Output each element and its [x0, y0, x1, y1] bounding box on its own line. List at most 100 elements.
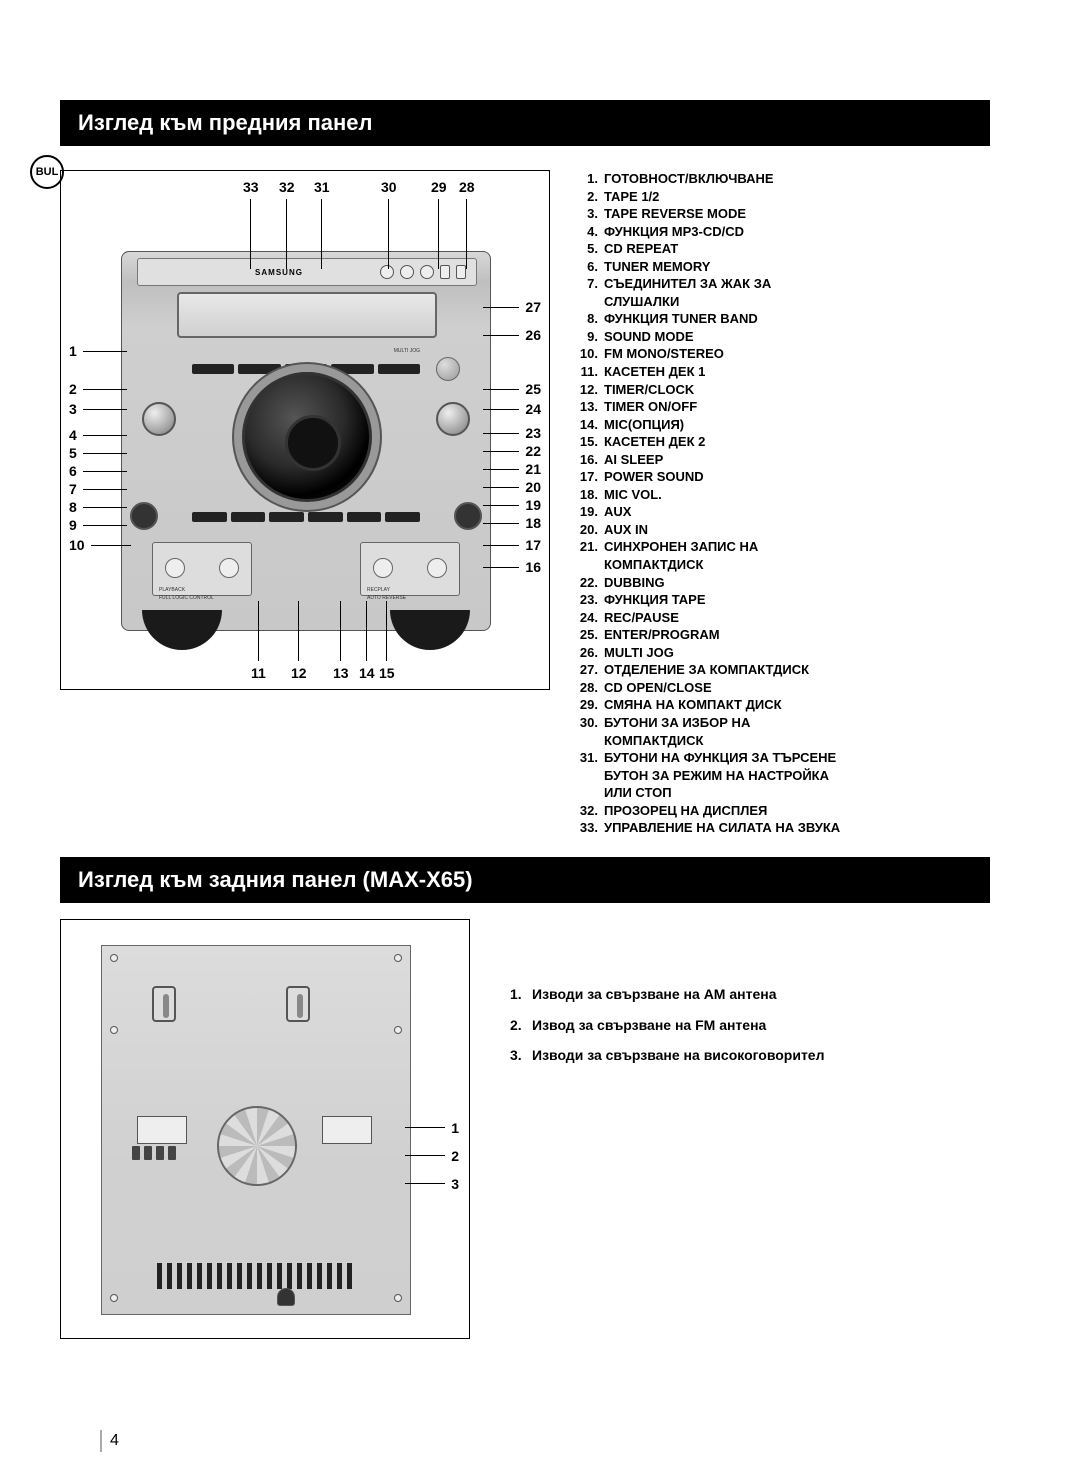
- callout-number: 28: [459, 179, 475, 269]
- front-diagram-frame: SAMSUNG MULTI JOG: [60, 170, 550, 690]
- front-panel-section: SAMSUNG MULTI JOG: [60, 160, 990, 837]
- callout-number: 24: [483, 401, 541, 417]
- callout-number: 16: [483, 559, 541, 575]
- device-foot: [390, 610, 470, 650]
- tape-deck-2: RECPLAY AUTO REVERSE: [360, 542, 460, 596]
- legend-item: 31.БУТОНИ НА ФУНКЦИЯ ЗА ТЪРСЕНЕ: [570, 749, 990, 767]
- callout-number: 32: [279, 179, 295, 269]
- callout-number: 6: [69, 463, 127, 479]
- callout-number: 5: [69, 445, 127, 461]
- callout-number: 26: [483, 327, 541, 343]
- legend-item: 30.БУТОНИ ЗА ИЗБОР НА: [570, 714, 990, 732]
- legend-item: 14.MIC(ОПЦИЯ): [570, 416, 990, 434]
- legend-item: 15.КАСЕТЕН ДЕК 2: [570, 433, 990, 451]
- callout-number: 27: [483, 299, 541, 315]
- front-diagram-column: SAMSUNG MULTI JOG: [60, 160, 550, 837]
- tape1-label1: PLAYBACK: [159, 587, 185, 593]
- screw-icon: [110, 1294, 118, 1302]
- legend-item: 21.СИНХРОНЕН ЗАПИС НА: [570, 538, 990, 556]
- legend-item: ИЛИ СТОП: [570, 784, 990, 802]
- legend-item: 18.MIC VOL.: [570, 486, 990, 504]
- legend-item: 28.CD OPEN/CLOSE: [570, 679, 990, 697]
- tape1-spool-icon: [165, 558, 185, 578]
- legend-item: 27.ОТДЕЛЕНИЕ ЗА КОМПАКТДИСК: [570, 661, 990, 679]
- legend-item: 6.TUNER MEMORY: [570, 258, 990, 276]
- callout-number: 4: [69, 427, 127, 443]
- page-number: 4: [100, 1430, 119, 1452]
- callout-number: 14: [359, 601, 375, 681]
- main-dial: [242, 372, 372, 502]
- callout-number: 3: [69, 401, 127, 417]
- rear-panel-section: 1 2 3 1.Изводи за свързване на AM антена2.…: [60, 919, 990, 1339]
- legend-item: 24.REC/PAUSE: [570, 609, 990, 627]
- power-cord-outlet: [277, 1288, 295, 1306]
- callout-number: 17: [483, 537, 541, 553]
- legend-item: 2.Извод за свързване на FM антена: [510, 1010, 990, 1041]
- screw-icon: [110, 954, 118, 962]
- callout-number: 31: [314, 179, 330, 269]
- legend-item: 19.AUX: [570, 503, 990, 521]
- rear-diagram-frame: 1 2 3: [60, 919, 470, 1339]
- legend-item: 3.TAPE REVERSE MODE: [570, 205, 990, 223]
- tape2-spool-icon: [373, 558, 393, 578]
- am-antenna-terminals: [132, 1146, 176, 1160]
- callout-number: 10: [69, 537, 131, 553]
- legend-item: КОМПАКТДИСК: [570, 732, 990, 750]
- legend-item: 10.FM MONO/STEREO: [570, 345, 990, 363]
- multijog-knob: [436, 357, 460, 381]
- legend-item: 7.СЪЕДИНИТЕЛ ЗА ЖАК ЗА: [570, 275, 990, 293]
- callout-number: 3: [405, 1176, 459, 1192]
- callout-number: 22: [483, 443, 541, 459]
- callout-number: 33: [243, 179, 259, 269]
- rear-legend-list: 1.Изводи за свързване на AM антена2.Изво…: [510, 979, 990, 1071]
- callout-number: 21: [483, 461, 541, 477]
- callout-number: 9: [69, 517, 127, 533]
- tape2-spool-icon: [427, 558, 447, 578]
- fan-vent-icon: [217, 1106, 297, 1186]
- callout-number: 19: [483, 497, 541, 513]
- legend-item: 29.СМЯНА НА КОМПАКТ ДИСК: [570, 696, 990, 714]
- legend-item: 11.КАСЕТЕН ДЕК 1: [570, 363, 990, 381]
- section-title-rear: Изглед към задния панел (MAX-X65): [60, 857, 990, 903]
- legend-item: 17.POWER SOUND: [570, 468, 990, 486]
- callout-number: 12: [291, 601, 307, 681]
- aux-in-jack: [454, 502, 482, 530]
- legend-item: 23.ФУНКЦИЯ TAPE: [570, 591, 990, 609]
- tape-deck-1: PLAYBACK FULL LOGIC CONTROL: [152, 542, 252, 596]
- callout-number: 1: [405, 1120, 459, 1136]
- callout-number: 30: [381, 179, 397, 269]
- legend-item: 12.TIMER/CLOCK: [570, 381, 990, 399]
- legend-item: БУТОН ЗА РЕЖИМ НА НАСТРОЙКА: [570, 767, 990, 785]
- speaker-terminal-block: [322, 1116, 372, 1144]
- screw-icon: [394, 954, 402, 962]
- legend-item: 13.TIMER ON/OFF: [570, 398, 990, 416]
- callout-number: 25: [483, 381, 541, 397]
- headphone-jack: [130, 502, 158, 530]
- rear-panel-body: [101, 945, 411, 1315]
- tape2-label1: RECPLAY: [367, 587, 390, 593]
- callout-number: 11: [251, 601, 266, 681]
- legend-item: 20.AUX IN: [570, 521, 990, 539]
- legend-item: 9.SOUND MODE: [570, 328, 990, 346]
- legend-item: 2.TAPE 1/2: [570, 188, 990, 206]
- antenna-terminal-block: [137, 1116, 187, 1144]
- legend-item: 22.DUBBING: [570, 574, 990, 592]
- legend-item: 3.Изводи за свързване на високоговорител: [510, 1040, 990, 1071]
- section-title-front: Изглед към предния панел: [60, 100, 990, 146]
- callout-number: 29: [431, 179, 447, 269]
- legend-item: 26.MULTI JOG: [570, 644, 990, 662]
- legend-item: 25.ENTER/PROGRAM: [570, 626, 990, 644]
- carry-handle: [152, 986, 176, 1022]
- multijog-label: MULTI JOG: [394, 348, 420, 354]
- legend-item: 33.УПРАВЛЕНИЕ НА СИЛАТА НА ЗВУКА: [570, 819, 990, 837]
- front-legend-list: 1.ГОТОВНОСТ/ВКЛЮЧВАНЕ2.TAPE 1/23.TAPE RE…: [570, 170, 990, 837]
- device-body: SAMSUNG MULTI JOG: [121, 251, 491, 631]
- legend-item: 32.ПРОЗОРЕЦ НА ДИСПЛЕЯ: [570, 802, 990, 820]
- callout-number: 2: [405, 1148, 459, 1164]
- legend-item: СЛУШАЛКИ: [570, 293, 990, 311]
- language-badge: BUL: [30, 155, 64, 189]
- ventilation-grille: [157, 1263, 357, 1289]
- volume-knob: [142, 402, 176, 436]
- callout-number: 23: [483, 425, 541, 441]
- callout-number: 7: [69, 481, 127, 497]
